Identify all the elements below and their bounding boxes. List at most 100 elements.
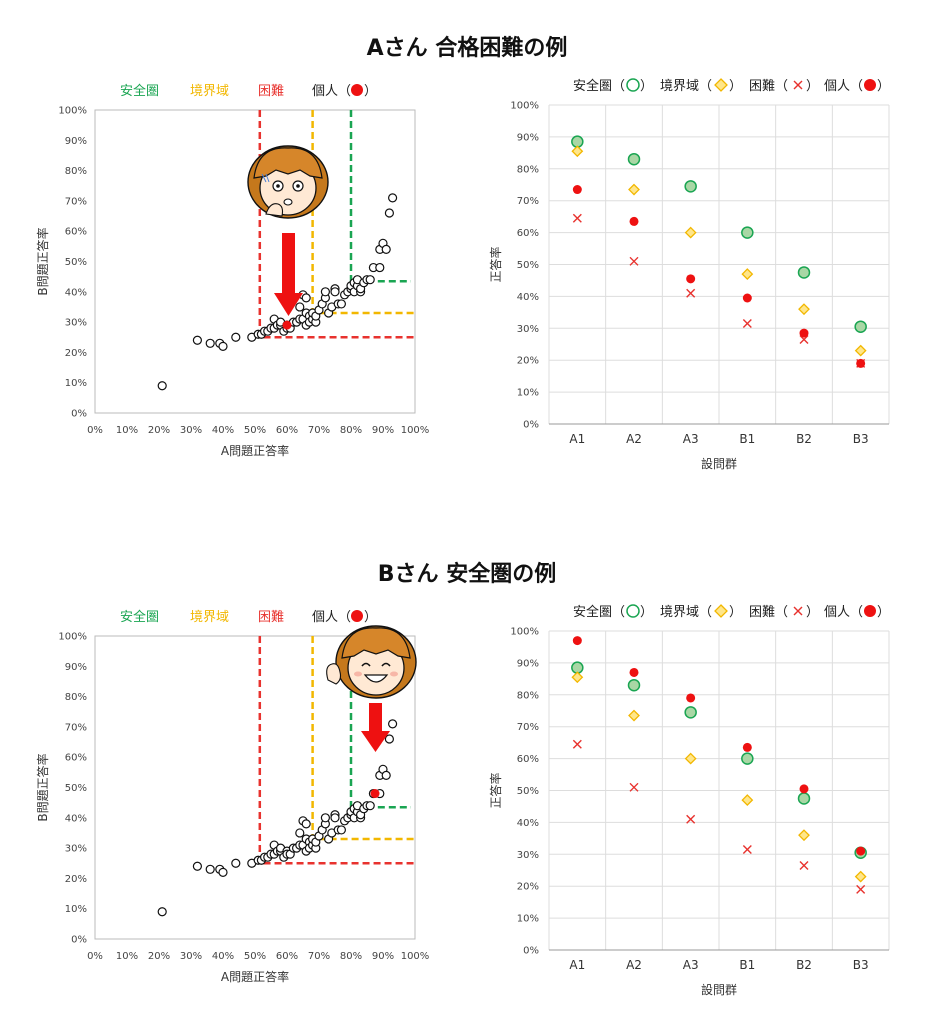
safe-point: [627, 678, 641, 692]
arrow-shaft: [282, 233, 295, 293]
plot-frame: [94, 635, 416, 940]
student-point: [375, 244, 385, 254]
student-point: [247, 858, 257, 868]
category-label: B1: [739, 432, 755, 446]
x-tick-label: 100%: [401, 425, 430, 436]
y-tick-label: 0%: [523, 946, 539, 957]
student-point: [218, 867, 228, 877]
student-point: [295, 314, 305, 324]
student-point: [368, 262, 378, 273]
x-tick-label: 100%: [401, 951, 430, 962]
y-tick-label: 70%: [517, 196, 539, 207]
category-label: A1: [569, 432, 585, 446]
border-threshold-line: [311, 636, 415, 841]
legend-personal-close: ）: [364, 610, 377, 625]
student-point: [356, 810, 366, 820]
student-point: [256, 329, 266, 339]
y-tick-label: 60%: [517, 754, 539, 765]
hard-point: [799, 860, 809, 870]
student-point: [298, 816, 308, 826]
hard-threshold-line: [258, 110, 415, 339]
student-point: [215, 864, 225, 874]
legend-safe-marker: [626, 604, 640, 618]
student-point: [260, 326, 270, 336]
y-tick-label: 40%: [517, 818, 539, 829]
y-tick-label: 40%: [65, 287, 87, 298]
y-tick-label: 80%: [65, 166, 87, 177]
hard-point: [742, 845, 752, 855]
student-point: [349, 813, 359, 823]
border-point: [854, 344, 867, 357]
student-point: [298, 290, 308, 300]
y-tick-label: 60%: [65, 753, 87, 764]
legend-hard-label: 困難（: [749, 605, 788, 620]
category-label: A3: [683, 432, 699, 446]
student-point: [256, 855, 266, 865]
personal-point: [686, 274, 696, 284]
legend-border-close: ）: [729, 605, 742, 620]
y-tick-label: 60%: [65, 227, 87, 238]
x-axis-label: A問題正答率: [221, 969, 289, 984]
student-point: [288, 843, 298, 853]
student-point: [304, 843, 314, 853]
student-point: [343, 287, 353, 297]
category-label: B3: [853, 432, 869, 446]
y-tick-label: 10%: [517, 914, 539, 925]
safe-point: [627, 152, 641, 166]
student-point: [285, 849, 295, 859]
student-point: [333, 299, 343, 309]
border-point: [571, 145, 584, 158]
student-point: [205, 338, 215, 348]
legend-safe-marker: [626, 78, 640, 92]
student-point: [375, 770, 385, 780]
student-point: [349, 287, 359, 297]
student-point: [320, 293, 330, 303]
hard-point: [572, 739, 582, 749]
student-point: [304, 317, 314, 327]
y-tick-label: 10%: [65, 904, 87, 915]
y-tick-label: 40%: [517, 292, 539, 303]
student-point: [295, 840, 305, 850]
plot-frame: [94, 109, 416, 414]
legend-safe-label: 安全圏（: [573, 604, 625, 620]
y-tick-label: 60%: [517, 228, 539, 239]
student-point: [352, 275, 362, 285]
student-point: [272, 846, 282, 856]
student-point: [362, 275, 372, 285]
y-tick-label: 80%: [65, 692, 87, 703]
x-tick-label: 20%: [148, 951, 170, 962]
legend-hard-label: 困難: [258, 84, 284, 99]
legend-hard-marker: [793, 80, 803, 90]
student-point: [352, 807, 362, 817]
safe-threshold-line: [349, 636, 411, 809]
student-point: [192, 861, 202, 871]
personal-point: [799, 784, 809, 794]
hard-point: [572, 213, 582, 223]
border-threshold-line: [311, 110, 415, 315]
student-point: [253, 855, 263, 865]
hard-point: [686, 288, 696, 298]
x-tick-label: 60%: [276, 951, 298, 962]
x-tick-label: 0%: [87, 951, 103, 962]
category-label: A2: [626, 958, 642, 972]
student-point: [311, 843, 321, 853]
student-point: [352, 801, 362, 811]
safe-point: [571, 661, 584, 674]
student-point: [378, 238, 388, 248]
legend-personal-close: ）: [877, 605, 890, 620]
student-point: [272, 320, 282, 330]
safe-point: [854, 846, 867, 859]
student-point: [301, 846, 311, 856]
personal-point: [282, 320, 292, 330]
student-point: [333, 825, 343, 835]
category-label: A1: [569, 958, 585, 972]
x-tick-label: 70%: [308, 951, 330, 962]
student-point: [330, 813, 340, 823]
student-point: [340, 290, 350, 300]
y-tick-label: 70%: [517, 722, 539, 733]
student-point: [231, 332, 241, 342]
y-tick-label: 20%: [517, 882, 539, 893]
